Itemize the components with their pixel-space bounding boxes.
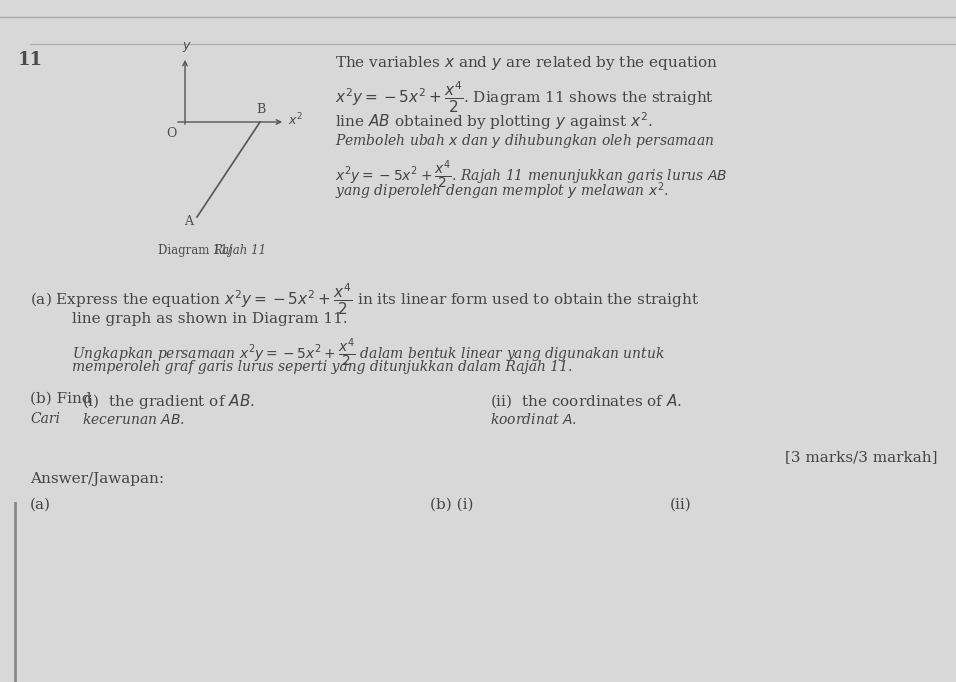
Text: kecerunan $AB$.: kecerunan $AB$. xyxy=(82,412,185,427)
Text: memperoleh graf garis lurus seperti yang ditunjukkan dalam Rajah 11.: memperoleh graf garis lurus seperti yang… xyxy=(72,360,573,374)
Text: $x^2$: $x^2$ xyxy=(288,112,303,128)
Text: (b) Find: (b) Find xyxy=(30,392,92,406)
Text: yang diperoleh dengan memplot $y$ melawan $x^2$.: yang diperoleh dengan memplot $y$ melawa… xyxy=(335,180,669,202)
Text: $x^2y = -5x^2 + \dfrac{x^4}{2}$. Diagram 11 shows the straight: $x^2y = -5x^2 + \dfrac{x^4}{2}$. Diagram… xyxy=(335,80,714,115)
Text: (ii)  the coordinates of $A$.: (ii) the coordinates of $A$. xyxy=(490,392,683,410)
Text: (a): (a) xyxy=(30,498,51,512)
Text: line graph as shown in Diagram 11.: line graph as shown in Diagram 11. xyxy=(72,312,348,326)
Text: Cari: Cari xyxy=(30,412,60,426)
Text: (a) Express the equation $x^2y = -5x^2 + \dfrac{x^4}{2}$ in its linear form used: (a) Express the equation $x^2y = -5x^2 +… xyxy=(30,282,700,318)
Text: $x^2y = -5x^2 + \dfrac{x^4}{2}$. Rajah 11 menunjukkan garis lurus $AB$: $x^2y = -5x^2 + \dfrac{x^4}{2}$. Rajah 1… xyxy=(335,158,728,191)
Text: The variables $x$ and $y$ are related by the equation: The variables $x$ and $y$ are related by… xyxy=(335,54,718,72)
Text: line $AB$ obtained by plotting $y$ against $x^2$.: line $AB$ obtained by plotting $y$ again… xyxy=(335,110,653,132)
Text: Pemboleh ubah $x$ dan $y$ dihubungkan oleh persamaan: Pemboleh ubah $x$ dan $y$ dihubungkan ol… xyxy=(335,132,714,150)
Text: O: O xyxy=(166,127,177,140)
Text: koordinat $A$.: koordinat $A$. xyxy=(490,412,576,427)
Text: Diagram 11/: Diagram 11/ xyxy=(158,244,232,257)
Text: Rajah 11: Rajah 11 xyxy=(213,244,267,257)
Text: (b) (i): (b) (i) xyxy=(430,498,473,512)
Text: Answer/Jawapan:: Answer/Jawapan: xyxy=(30,472,164,486)
Text: A: A xyxy=(184,215,193,228)
Text: $y$: $y$ xyxy=(182,40,192,54)
Text: (ii): (ii) xyxy=(670,498,692,512)
Text: Ungkapkan persamaan $x^2y = -5x^2 + \dfrac{x^4}{2}$ dalam bentuk linear yang dig: Ungkapkan persamaan $x^2y = -5x^2 + \dfr… xyxy=(72,336,664,369)
Text: B: B xyxy=(256,103,265,116)
Text: [3 marks/3 markah]: [3 marks/3 markah] xyxy=(786,450,938,464)
Text: 11: 11 xyxy=(18,51,43,69)
Text: (i)  the gradient of $AB$.: (i) the gradient of $AB$. xyxy=(82,392,255,411)
